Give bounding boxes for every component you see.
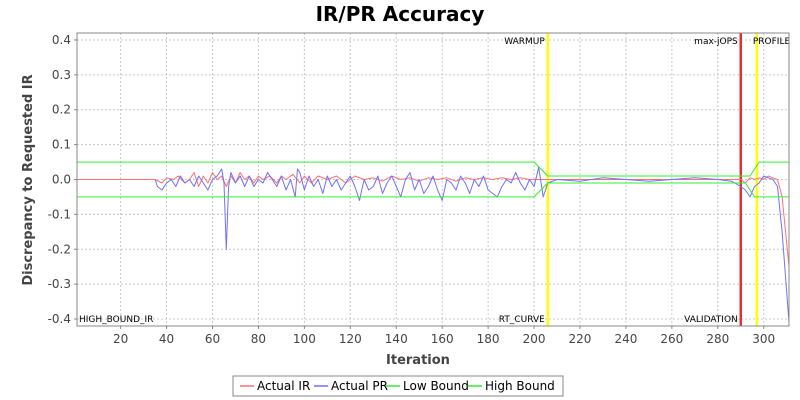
marker-labels: HIGH_BOUND_IR WARMUP RT_CURVE max-jOPS VALID… <box>79 37 790 325</box>
y-tick-label: -0.4 <box>48 312 71 326</box>
y-axis-ticks: 0.4 0.3 0.2 0.1 0.0 -0.1 -0.2 -0.3 -0.4 <box>48 33 77 326</box>
marker-label: PROFILE <box>753 37 791 47</box>
series-lines <box>77 161 790 323</box>
x-tick-label: 20 <box>113 332 128 346</box>
marker-label: VALIDATION <box>684 315 738 325</box>
chart-title: IR/PR Accuracy <box>316 2 485 26</box>
x-tick-label: 300 <box>752 332 775 346</box>
x-tick-label: 180 <box>477 332 500 346</box>
series-line-3 <box>77 161 789 177</box>
series-line-2 <box>77 182 789 198</box>
y-tick-label: 0.2 <box>52 103 71 117</box>
x-tick-label: 280 <box>706 332 729 346</box>
x-tick-label: 140 <box>385 332 408 346</box>
x-tick-label: 160 <box>431 332 454 346</box>
x-tick-label: 260 <box>660 332 683 346</box>
legend-label: Actual PR <box>331 379 388 393</box>
x-tick-label: 220 <box>569 332 592 346</box>
grid-lines <box>77 33 789 326</box>
series-line-1 <box>154 166 790 323</box>
y-tick-label: 0.3 <box>52 68 71 82</box>
legend-label: Actual IR <box>257 379 310 393</box>
y-tick-label: -0.1 <box>48 207 71 221</box>
x-tick-label: 200 <box>523 332 546 346</box>
y-tick-label: -0.3 <box>48 277 71 291</box>
x-axis-label: Iteration <box>386 353 450 368</box>
x-tick-label: 40 <box>159 332 174 346</box>
legend-label: Low Bound <box>403 379 469 393</box>
x-tick-label: 240 <box>614 332 637 346</box>
marker-label: HIGH_BOUND_IR <box>79 315 153 325</box>
y-tick-label: 0.0 <box>52 173 71 187</box>
marker-label: RT_CURVE <box>499 315 545 325</box>
x-tick-label: 100 <box>293 332 316 346</box>
y-tick-label: 0.4 <box>52 33 71 47</box>
marker-label: WARMUP <box>504 37 545 47</box>
y-axis-label: Discrepancy to Requested IR <box>21 74 36 285</box>
legend: Actual IR Actual PR Low Bound High Bound <box>232 375 564 397</box>
x-tick-label: 80 <box>251 332 266 346</box>
series-line-0 <box>77 172 790 267</box>
legend-label: High Bound <box>485 379 555 393</box>
x-tick-label: 120 <box>339 332 362 346</box>
x-axis-ticks: 20 40 60 80 100 120 140 160 180 200 220 240 260 280 30… <box>113 326 775 346</box>
marker-label: max-jOPS <box>694 37 738 47</box>
y-tick-label: -0.2 <box>48 242 71 256</box>
x-tick-label: 60 <box>205 332 220 346</box>
y-tick-label: 0.1 <box>52 138 71 152</box>
